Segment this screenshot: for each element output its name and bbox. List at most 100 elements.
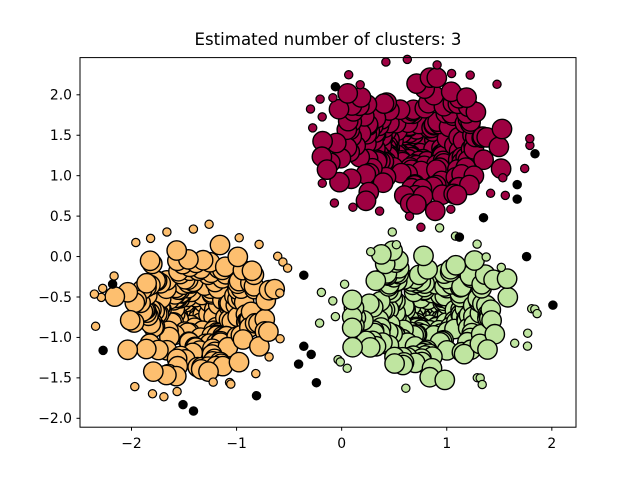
core-point	[473, 149, 494, 171]
x-tick-label: −2	[121, 436, 141, 452]
non-core-point	[492, 79, 502, 90]
plot-title: Estimated number of clusters: 3	[195, 30, 462, 49]
core-point	[198, 361, 219, 382]
non-core-point	[208, 377, 218, 387]
core-point	[464, 250, 485, 271]
non-core-point	[204, 219, 214, 230]
non-core-point	[264, 352, 274, 362]
core-point	[491, 118, 513, 140]
non-core-point	[317, 178, 328, 189]
noise-point	[330, 81, 341, 92]
non-core-point	[188, 224, 199, 234]
non-core-point	[434, 223, 445, 233]
non-core-point	[109, 271, 119, 281]
core-point	[227, 246, 249, 268]
noise-point	[98, 345, 108, 356]
core-point	[342, 336, 363, 358]
core-point	[456, 87, 477, 109]
non-core-point	[328, 93, 338, 103]
core-point	[477, 339, 498, 360]
cluster-3-green	[314, 223, 542, 393]
non-core-point	[387, 227, 398, 237]
x-tick-label: 2	[547, 436, 556, 452]
non-core-point	[519, 163, 530, 174]
y-axis: −2.0 −1.5 −1.0 −0.5 0.0 0.5 1.0 1.5 2.0	[38, 88, 80, 427]
core-point	[453, 343, 475, 365]
core-point	[446, 184, 468, 206]
core-point	[316, 159, 338, 181]
core-point	[355, 190, 377, 212]
noise-point	[306, 349, 316, 360]
non-core-point	[381, 57, 391, 67]
noise-point	[521, 251, 532, 262]
core-point	[465, 101, 487, 123]
non-core-point	[226, 379, 236, 389]
core-point	[365, 270, 387, 292]
non-core-point	[162, 227, 172, 237]
non-core-point	[525, 133, 535, 144]
core-point	[424, 200, 446, 222]
non-core-point	[532, 308, 542, 319]
non-core-point	[282, 263, 293, 273]
noise-point	[293, 359, 304, 369]
core-point	[488, 136, 510, 158]
non-core-point	[145, 233, 156, 244]
non-core-point	[509, 338, 520, 349]
non-core-point	[342, 363, 352, 374]
core-point	[341, 317, 363, 339]
non-core-point	[130, 381, 140, 392]
non-core-point	[500, 190, 511, 201]
noise-point	[478, 212, 489, 223]
non-core-point	[272, 251, 283, 262]
non-core-point	[278, 257, 288, 267]
y-tick-label: 2.0	[50, 88, 72, 104]
core-point	[119, 309, 141, 331]
non-core-point	[275, 288, 285, 298]
core-point	[445, 254, 467, 276]
non-core-point	[97, 283, 108, 294]
non-core-point	[172, 386, 182, 397]
core-point	[209, 234, 231, 256]
noise-point	[454, 232, 465, 242]
non-core-point	[131, 237, 141, 248]
non-core-point	[89, 289, 100, 299]
non-core-point	[316, 287, 327, 298]
core-point	[359, 336, 381, 358]
core-point	[497, 286, 519, 308]
core-point	[241, 260, 263, 282]
core-point	[496, 268, 518, 289]
core-point	[142, 361, 164, 382]
non-core-point	[159, 392, 169, 402]
non-core-point	[317, 112, 327, 122]
core-point	[405, 193, 427, 215]
non-core-point	[498, 173, 508, 183]
core-point	[413, 245, 434, 267]
core-point	[139, 250, 161, 272]
non-core-point	[254, 239, 264, 250]
noise-point	[251, 390, 262, 401]
non-core-point	[343, 70, 354, 80]
noise-point	[299, 270, 309, 280]
y-tick-label: −2.0	[38, 411, 72, 427]
noise-point	[299, 341, 309, 352]
clusters-layer	[89, 54, 542, 402]
non-core-point	[404, 211, 415, 222]
non-core-point	[328, 296, 338, 306]
non-core-point	[275, 334, 285, 344]
non-core-point	[147, 389, 158, 399]
non-core-point	[307, 123, 318, 133]
noise-point	[512, 179, 522, 190]
plot-border	[79, 57, 577, 428]
non-core-point	[432, 60, 442, 70]
core-point	[329, 171, 350, 193]
core-point	[384, 353, 405, 374]
y-tick-label: −1.5	[38, 371, 72, 387]
noise-point	[548, 300, 558, 310]
noise-point	[107, 279, 118, 289]
cluster-2-orange	[89, 219, 293, 402]
core-point	[257, 321, 279, 342]
core-point	[104, 286, 126, 307]
core-point	[341, 289, 363, 311]
